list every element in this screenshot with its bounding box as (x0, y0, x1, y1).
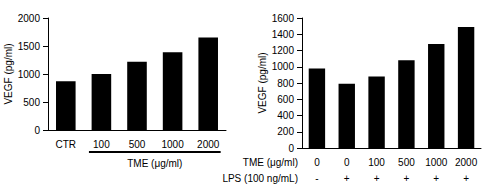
svg-text:100: 100 (368, 157, 385, 168)
svg-text:1000: 1000 (161, 139, 184, 150)
svg-text:1500: 1500 (18, 41, 41, 52)
svg-text:500: 500 (23, 97, 40, 108)
svg-text:VEGF (pg/ml): VEGF (pg/ml) (257, 52, 268, 113)
svg-text:800: 800 (277, 78, 294, 89)
svg-text:200: 200 (277, 126, 294, 137)
svg-text:0: 0 (344, 157, 350, 168)
svg-text:CTR: CTR (56, 139, 77, 150)
svg-text:0: 0 (314, 157, 320, 168)
svg-text:1600: 1600 (272, 13, 295, 24)
svg-text:100: 100 (93, 139, 110, 150)
svg-text:1200: 1200 (272, 45, 295, 56)
svg-text:+: + (463, 173, 469, 184)
svg-text:400: 400 (277, 110, 294, 121)
svg-text:2000: 2000 (197, 139, 220, 150)
svg-text:2000: 2000 (18, 13, 41, 24)
svg-text:-: - (315, 173, 318, 184)
svg-text:0: 0 (288, 143, 294, 154)
svg-text:TME (μg/ml): TME (μg/ml) (243, 157, 298, 168)
svg-text:+: + (374, 173, 380, 184)
svg-text:0: 0 (34, 125, 40, 136)
svg-text:1400: 1400 (272, 29, 295, 40)
svg-text:2000: 2000 (455, 157, 478, 168)
svg-text:1000: 1000 (18, 69, 41, 80)
svg-text:+: + (403, 173, 409, 184)
svg-text:LPS (100 ng/mL): LPS (100 ng/mL) (222, 173, 298, 184)
svg-text:1000: 1000 (425, 157, 448, 168)
svg-text:+: + (433, 173, 439, 184)
svg-text:VEGF (pg/ml): VEGF (pg/ml) (3, 43, 14, 104)
svg-text:600: 600 (277, 94, 294, 105)
svg-text:1000: 1000 (272, 61, 295, 72)
svg-text:TME (μg/ml): TME (μg/ml) (127, 158, 182, 169)
svg-text:+: + (344, 173, 350, 184)
svg-text:500: 500 (398, 157, 415, 168)
svg-text:500: 500 (129, 139, 146, 150)
